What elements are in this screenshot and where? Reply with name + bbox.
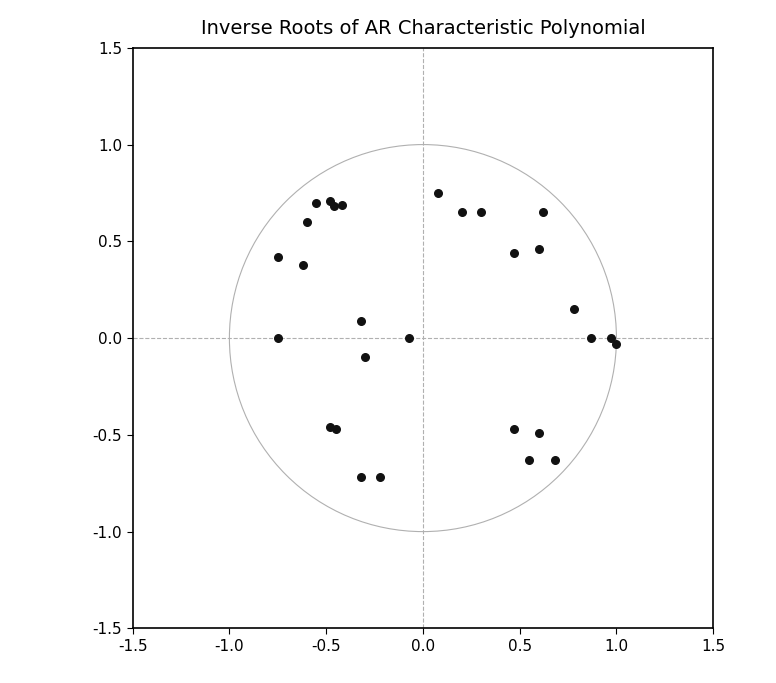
Point	[300, 217, 313, 227]
Point	[475, 207, 487, 218]
Point	[533, 244, 546, 255]
Point	[456, 207, 468, 218]
Point	[508, 247, 520, 258]
Title: Inverse Roots of AR Characteristic Polynomial: Inverse Roots of AR Characteristic Polyn…	[200, 19, 646, 38]
Point	[310, 197, 323, 208]
Point	[327, 201, 340, 212]
Point	[605, 333, 617, 344]
Point	[355, 316, 367, 326]
Point	[272, 333, 284, 344]
Point	[585, 333, 598, 344]
Point	[568, 303, 580, 314]
Point	[537, 207, 549, 218]
Point	[374, 472, 386, 483]
Point	[508, 423, 520, 434]
Point	[324, 421, 336, 432]
Point	[549, 455, 561, 466]
Point	[359, 352, 371, 363]
Point	[296, 259, 309, 270]
Point	[533, 428, 546, 438]
Point	[355, 472, 367, 483]
Point	[324, 195, 336, 206]
Point	[272, 251, 284, 262]
Point	[432, 187, 445, 198]
Point	[330, 423, 342, 434]
Point	[523, 455, 535, 466]
Point	[610, 338, 622, 349]
Point	[335, 199, 348, 210]
Point	[404, 333, 416, 344]
